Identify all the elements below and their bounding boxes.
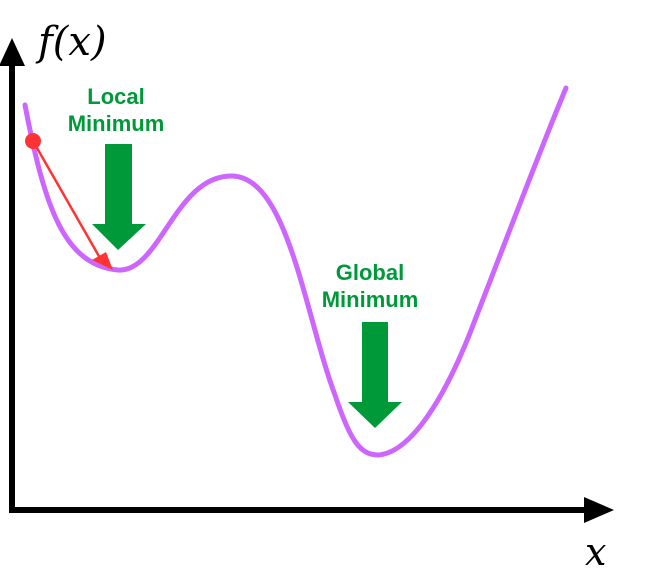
x-axis-arrowhead	[584, 497, 614, 523]
global-minimum-label-line2: Minimum	[322, 287, 419, 312]
local-minimum-annotation: Local Minimum	[68, 84, 165, 250]
gradient-step-arrow	[31, 140, 102, 259]
x-axis-label: x	[585, 530, 606, 574]
y-axis-label: f(x)	[35, 19, 107, 65]
global-minimum-label-line1: Global	[336, 260, 404, 285]
axes	[0, 38, 614, 523]
y-axis-arrowhead	[0, 38, 25, 66]
start-point-red-dot	[25, 133, 41, 149]
gradient-step	[25, 133, 113, 270]
local-minimum-label-line2: Minimum	[68, 111, 165, 136]
gradient-step-arrowhead	[92, 252, 113, 270]
down-arrow-icon	[92, 144, 146, 250]
global-minimum-annotation: Global Minimum	[322, 260, 419, 428]
local-minimum-label-line1: Local	[87, 84, 144, 109]
cost-function-curve	[22, 85, 569, 458]
down-arrow-icon	[348, 322, 402, 428]
